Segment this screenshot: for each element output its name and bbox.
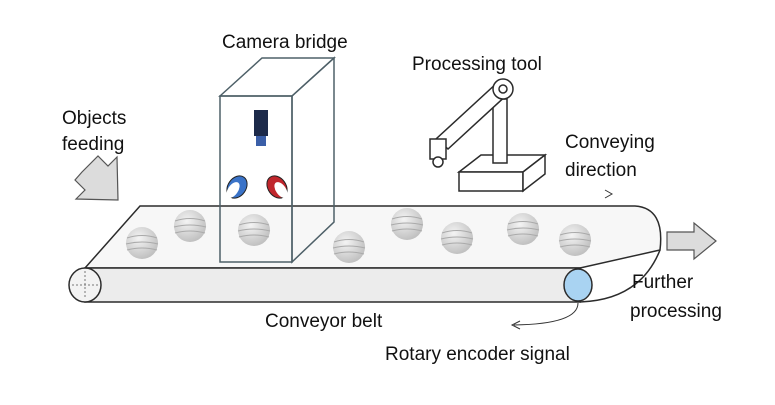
label-camera-bridge: Camera bridge [222,32,348,53]
tool-base-front [458,171,524,192]
processing-tool [429,78,548,193]
label-processing-tool: Processing tool [412,54,542,75]
tool-column [492,98,508,164]
label-conveyor-belt: Conveyor belt [265,311,383,332]
object-ball [173,210,207,242]
belt-front-body [84,267,581,303]
further-processing-arrow-icon [666,221,717,261]
camera-icon [254,110,268,146]
tool-base-side [522,153,546,193]
light-left-icon [226,175,248,199]
tool-head [429,138,447,160]
label-further-processing-line2: processing [630,301,722,322]
object-ball [558,224,592,256]
feeding-arrow-icon [74,155,119,201]
bridge-front-face [219,95,293,263]
label-objects-feeding-line2: feeding [62,134,124,155]
camera-bridge [218,56,336,264]
belt-right-curve [579,249,661,303]
label-conveying-direction-line2: direction [565,160,637,181]
label-objects-feeding-line1: Objects [62,108,126,129]
label-conveying-direction-line1: Conveying [565,132,655,153]
light-right-icon [266,175,288,199]
conveying-direction-arrow-icon [604,189,614,199]
object-ball [332,231,366,263]
object-ball [390,208,424,240]
object-ball [125,227,159,259]
objects-on-belt [125,208,592,263]
bridge-top-face [218,57,336,97]
label-rotary-encoder-signal: Rotary encoder signal [385,344,570,365]
label-further-processing-line1: Further [632,272,694,293]
rotary-encoder [563,268,593,302]
object-ball [506,213,540,245]
encoder-signal-arrow-icon [510,302,579,330]
object-ball [440,222,474,254]
object-ball [237,214,271,246]
